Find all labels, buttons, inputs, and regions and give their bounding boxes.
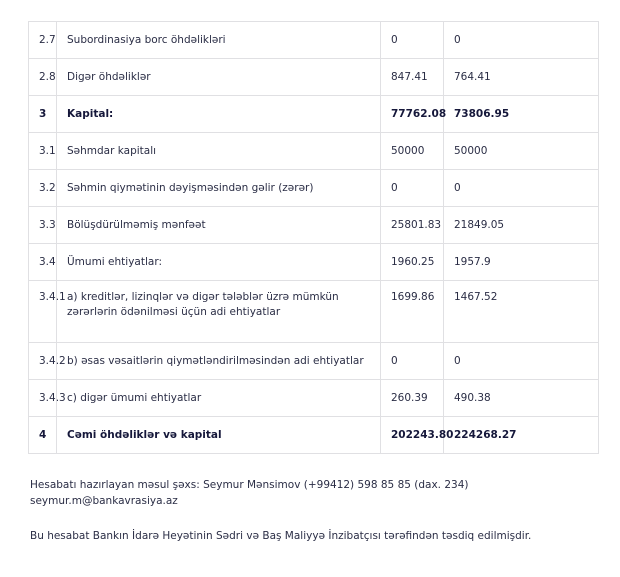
- row-code: 3: [28, 95, 57, 133]
- contact-email[interactable]: seymur.m@bankavrasiya.az: [30, 495, 178, 507]
- row-value-previous: 1467.52: [443, 280, 599, 343]
- row-label: Səhmdar kapitalı: [56, 132, 381, 170]
- row-value-previous: 1957.9: [443, 243, 599, 281]
- row-value-current: 202243.80: [380, 416, 453, 454]
- row-code: 3.4: [28, 243, 57, 281]
- row-value-previous: 490.38: [443, 379, 599, 417]
- row-label: Bölüşdürülməmiş mənfəət: [56, 206, 381, 244]
- row-value-current: 0: [380, 21, 444, 59]
- table-row: 2.8 Digər öhdəliklər 847.41 764.41: [28, 58, 599, 96]
- footer-contact: Hesabatı hazırlayan məsul şəxs: Seymur M…: [30, 477, 469, 509]
- row-label: b) əsas vəsaitlərin qiymətləndirilməsind…: [56, 342, 381, 380]
- row-value-current: 0: [380, 342, 444, 380]
- row-label: Səhmin qiymətinin dəyişməsindən gəlir (z…: [56, 169, 381, 207]
- contact-person: Hesabatı hazırlayan məsul şəxs: Seymur M…: [30, 479, 469, 491]
- table-row: 3.4 Ümumi ehtiyatlar: 1960.25 1957.9: [28, 243, 599, 281]
- table-row: 3.1 Səhmdar kapitalı 50000 50000: [28, 132, 599, 170]
- row-value-previous: 0: [443, 169, 599, 207]
- row-label: Ümumi ehtiyatlar:: [56, 243, 381, 281]
- row-code: 2.7: [28, 21, 57, 59]
- row-value-previous: 21849.05: [443, 206, 599, 244]
- row-label: Kapital:: [56, 95, 381, 133]
- row-code: 2.8: [28, 58, 57, 96]
- row-value-previous: 764.41: [443, 58, 599, 96]
- row-value-current: 847.41: [380, 58, 444, 96]
- row-value-previous: 50000: [443, 132, 599, 170]
- row-value-current: 77762.08: [380, 95, 446, 133]
- row-value-previous: 0: [443, 21, 599, 59]
- row-code: 3.4.1: [28, 280, 66, 343]
- row-code: 3.3: [28, 206, 57, 244]
- table-row: 3.4.3 c) digər ümumi ehtiyatlar 260.39 490.…: [28, 379, 599, 417]
- table-row: 3.2 Səhmin qiymətinin dəyişməsindən gəlir…: [28, 169, 599, 207]
- table-row: 2.7 Subordinasiya borc öhdəlikləri 0 0: [28, 21, 599, 59]
- row-code: 3.2: [28, 169, 57, 207]
- row-value-current: 0: [380, 169, 444, 207]
- table-row: 3 Kapital: 77762.08 73806.95: [28, 95, 599, 133]
- table-row: 4 Cəmi öhdəliklər və kapital 202243.80 2242…: [28, 416, 599, 454]
- row-code: 3.4.3: [28, 379, 66, 417]
- row-code: 3.4.2: [28, 342, 66, 380]
- row-value-previous: 0: [443, 342, 599, 380]
- row-value-current: 25801.83: [380, 206, 444, 244]
- table-row: 3.3 Bölüşdürülməmiş mənfəət 25801.83 21849.…: [28, 206, 599, 244]
- approval-note: Bu hesabat Bankın İdarə Heyətinin Sədri …: [30, 530, 532, 542]
- table-row: 3.4.2 b) əsas vəsaitlərin qiymətləndirilm…: [28, 342, 599, 380]
- row-value-current: 260.39: [380, 379, 444, 417]
- table-row: 3.4.1 a) kreditlər, lizinqlər və digər tə…: [28, 280, 599, 343]
- row-label: Digər öhdəliklər: [56, 58, 381, 96]
- row-code: 3.1: [28, 132, 57, 170]
- row-value-previous: 73806.95: [443, 95, 599, 133]
- row-label: Cəmi öhdəliklər və kapital: [56, 416, 381, 454]
- row-label: c) digər ümumi ehtiyatlar: [56, 379, 381, 417]
- row-value-current: 1699.86: [380, 280, 444, 343]
- row-label: a) kreditlər, lizinqlər və digər tələblə…: [56, 280, 381, 343]
- row-value-current: 1960.25: [380, 243, 444, 281]
- row-value-current: 50000: [380, 132, 444, 170]
- balance-sheet-table: 2.7 Subordinasiya borc öhdəlikləri 0 0 2.8 Di…: [28, 21, 599, 454]
- row-value-previous: 224268.27: [443, 416, 599, 454]
- row-code: 4: [28, 416, 57, 454]
- row-label: Subordinasiya borc öhdəlikləri: [56, 21, 381, 59]
